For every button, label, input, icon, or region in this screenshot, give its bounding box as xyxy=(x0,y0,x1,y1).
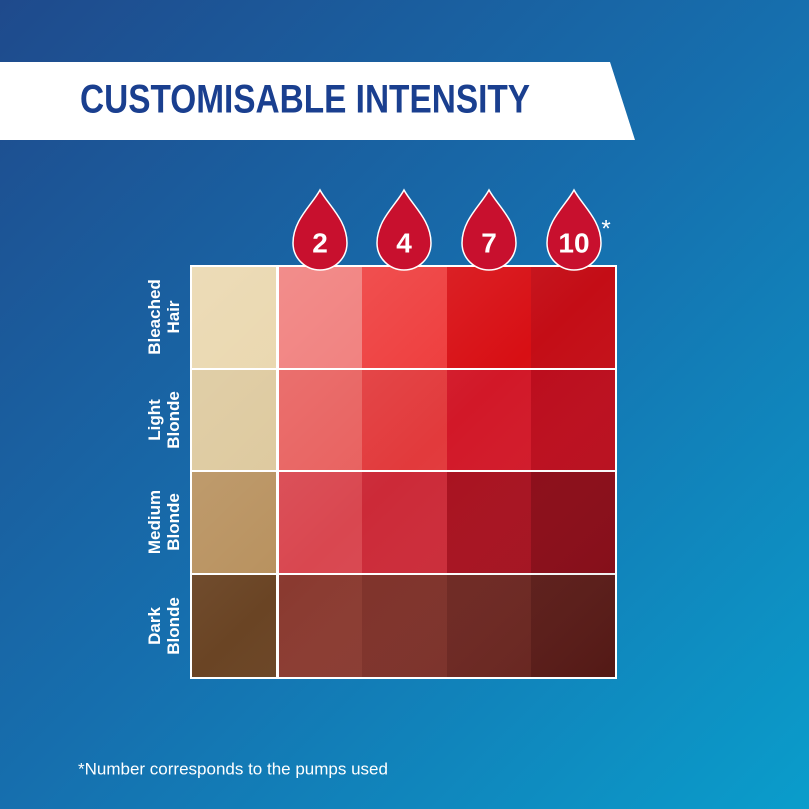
pump-count: 2 xyxy=(312,227,328,258)
asterisk: * xyxy=(601,215,610,242)
pump-count: 4 xyxy=(396,227,412,258)
row-label: Dark xyxy=(145,607,164,645)
row-label: Light xyxy=(145,399,164,441)
row-label: Medium xyxy=(145,490,164,554)
row-label-group: Dark Blonde xyxy=(145,597,183,655)
drop xyxy=(292,188,348,271)
footnote: *Number corresponds to the pumps used xyxy=(78,759,388,778)
pump-count: 10 xyxy=(558,227,589,258)
pump-drops: 2 4 7 10 * xyxy=(292,188,611,271)
drop xyxy=(376,188,432,271)
drop xyxy=(546,188,602,271)
row-label: Hair xyxy=(164,300,183,333)
row-label: Blonde xyxy=(164,493,183,551)
row-label-group: Bleached Hair xyxy=(145,279,183,355)
row-label-group: Light Blonde xyxy=(145,391,183,449)
row-label: Blonde xyxy=(164,391,183,449)
swatch-sheen xyxy=(192,267,615,677)
swatch-grid xyxy=(190,265,617,679)
pump-count: 7 xyxy=(481,227,497,258)
row-label-group: Medium Blonde xyxy=(145,490,183,554)
title-banner xyxy=(0,62,635,140)
row-label: Bleached xyxy=(145,279,164,355)
row-label: Blonde xyxy=(164,597,183,655)
title: CUSTOMISABLE INTENSITY xyxy=(80,78,530,122)
drop xyxy=(461,188,517,271)
